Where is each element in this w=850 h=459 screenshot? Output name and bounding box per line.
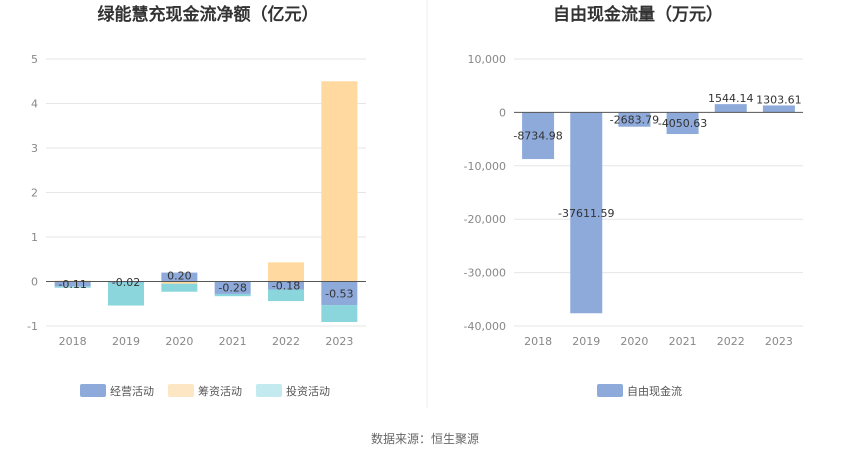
y-tick-label: 3	[31, 142, 38, 155]
x-tick-label: 2019	[572, 335, 600, 348]
y-tick-label: 0	[499, 106, 506, 119]
bar-operating	[161, 272, 198, 282]
bar-investing	[54, 286, 91, 288]
data-label: -0.28	[218, 282, 246, 295]
data-label: -0.02	[112, 276, 140, 289]
legend-item-operating[interactable]: 经营活动	[80, 384, 154, 398]
bar-operating	[214, 281, 251, 294]
y-tick-label: -10,000	[464, 160, 506, 173]
legend-swatch-financing	[168, 384, 194, 397]
bar-fcf	[522, 112, 555, 160]
y-tick-label: 10,000	[468, 53, 507, 66]
right-chart: 10,000 0 -10,000 -20,000 -30,000 -40,000 2018 2…	[464, 53, 803, 348]
x-tick-label: 2021	[219, 335, 247, 348]
bar-operating	[321, 281, 358, 306]
x-tick-label: 2023	[325, 335, 353, 348]
right-chart-title: 自由现金流量（万元）	[553, 4, 723, 25]
x-tick-label: 2020	[620, 335, 648, 348]
data-label: -2683.79	[610, 114, 659, 127]
x-tick-label: 2019	[112, 335, 140, 348]
bar-investing	[321, 305, 358, 322]
x-tick-label: 2023	[765, 335, 793, 348]
x-tick-label: 2022	[717, 335, 745, 348]
x-tick-label: 2018	[524, 335, 552, 348]
data-label: 1303.61	[756, 93, 802, 106]
legend-swatch-fcf	[597, 384, 623, 397]
x-tick-label: 2021	[669, 335, 697, 348]
left-chart: 5 4 3 2 1 0 -1 2018 2019 2020 2021 2022 2023 -0.11 -0.…	[27, 53, 366, 348]
data-label: 1544.14	[708, 92, 754, 105]
y-tick-label: -40,000	[464, 320, 506, 333]
x-tick-label: 2020	[165, 335, 193, 348]
y-tick-label: 4	[31, 98, 38, 111]
legend-item-investing[interactable]: 投资活动	[256, 384, 330, 398]
bar-fcf	[714, 104, 747, 113]
data-label: -8734.98	[513, 130, 562, 143]
bar-investing	[161, 283, 198, 292]
y-tick-label: 2	[31, 187, 38, 200]
y-tick-label: 1	[31, 231, 38, 244]
legend-label-fcf: 自由现金流	[627, 384, 682, 398]
bar-operating	[54, 281, 91, 287]
right-legend: 自由现金流	[597, 384, 682, 398]
bar-financing	[321, 81, 358, 282]
bar-investing	[108, 282, 144, 306]
bar-fcf	[762, 105, 795, 113]
data-label: -0.18	[272, 280, 300, 293]
data-source: 数据来源：恒生聚源	[371, 431, 479, 446]
y-tick-label: -1	[27, 320, 38, 333]
left-legend: 经营活动 筹资活动 投资活动	[80, 384, 330, 398]
y-tick-label: 5	[31, 53, 38, 66]
data-label: -0.53	[325, 287, 353, 300]
bar-investing	[268, 289, 304, 302]
bar-fcf	[666, 112, 699, 135]
left-chart-title: 绿能慧充现金流净额（亿元）	[98, 4, 319, 25]
y-tick-label: -20,000	[464, 213, 506, 226]
legend-label-investing: 投资活动	[286, 384, 330, 398]
x-tick-label: 2018	[59, 335, 87, 348]
data-label: -0.11	[58, 278, 86, 291]
legend-swatch-investing	[256, 384, 282, 397]
bar-investing	[214, 293, 251, 297]
legend-label-financing: 筹资活动	[198, 384, 242, 398]
data-label: -37611.59	[558, 207, 614, 220]
y-tick-label: -30,000	[464, 267, 506, 280]
bar-fcf	[618, 112, 651, 127]
legend-label-operating: 经营活动	[110, 384, 154, 398]
x-tick-label: 2022	[272, 335, 300, 348]
legend-item-financing[interactable]: 筹资活动	[168, 384, 242, 398]
y-tick-label: 0	[31, 276, 38, 289]
bar-fcf	[570, 112, 603, 314]
legend-swatch-operating	[80, 384, 106, 397]
data-label: -4050.63	[658, 117, 707, 130]
legend-item-fcf[interactable]: 自由现金流	[597, 384, 682, 398]
data-label: 0.20	[167, 270, 192, 283]
bar-financing	[268, 262, 304, 282]
bar-financing	[161, 281, 198, 284]
bar-operating	[268, 281, 304, 290]
